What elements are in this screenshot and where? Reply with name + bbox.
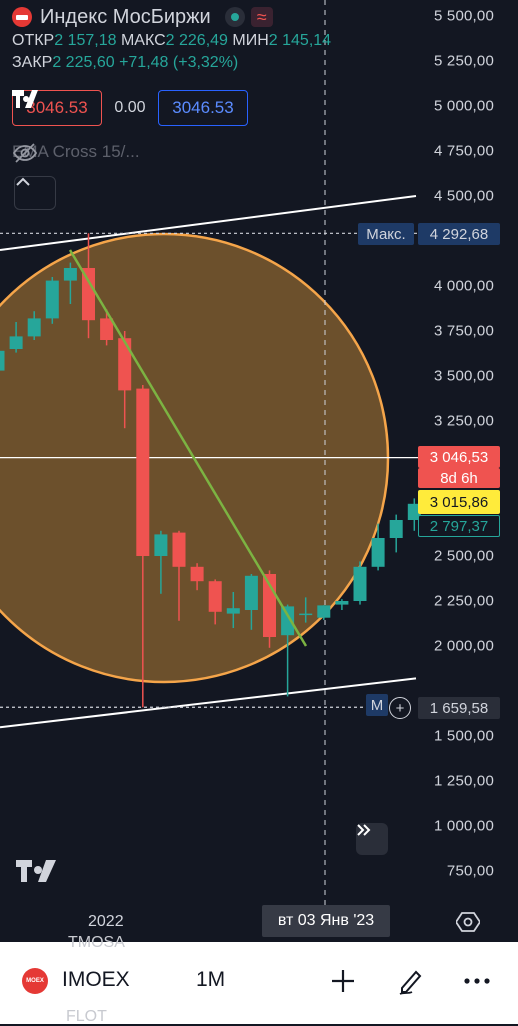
trade-panel: 3046.53 0.00 3046.53 (12, 90, 300, 126)
price-axis-tick: 5 250,00 (434, 52, 494, 70)
price-axis-tick: 4 750,00 (434, 142, 494, 160)
indicator-label[interactable]: EMA Cross 15/... (12, 142, 140, 161)
price-axis-tick: 1 500,00 (434, 727, 494, 745)
price-axis-tick: 5 500,00 (434, 7, 494, 25)
candle-body (27, 318, 41, 337)
candle-body (317, 605, 331, 618)
price-axis-tick: 1 000,00 (434, 817, 494, 835)
price-axis-tick: 2 500,00 (434, 547, 494, 565)
spread-value: 0.00 (114, 99, 146, 116)
channel-lower-line (0, 677, 417, 729)
candle-body (172, 532, 186, 567)
ghost-watchlist-item: FLOT (66, 1008, 107, 1025)
price-axis-tick: 3 500,00 (434, 367, 494, 385)
channel-upper-line (0, 195, 417, 251)
pencil-drawing-icon[interactable] (394, 964, 428, 998)
collapse-legend-button[interactable] (14, 176, 56, 210)
candle-body (353, 566, 367, 601)
scroll-to-realtime-button[interactable] (356, 823, 388, 855)
high-value: 2 226,49 (165, 32, 228, 49)
candle-body (407, 503, 421, 520)
moex-symbol-icon: MOEX (22, 968, 48, 994)
tradingview-logo-icon[interactable] (12, 90, 300, 126)
chevron-up-icon (16, 177, 30, 186)
candle-body (190, 566, 204, 582)
price-axis-tick: 2 250,00 (434, 592, 494, 610)
min-value-tag: 1 659,58 (418, 697, 500, 719)
price-axis-tick: 750,00 (446, 862, 494, 880)
trendline-drawing (68, 249, 308, 647)
add-alert-button[interactable]: + (389, 697, 411, 719)
candle-body (208, 581, 222, 612)
sell-button[interactable]: 3046.53 (12, 90, 102, 126)
price-axis-tick: 2 000,00 (434, 637, 494, 655)
low-key: МИН (232, 32, 269, 49)
price-axis-tick: 3 750,00 (434, 322, 494, 340)
price-axis-tick: 1 250,00 (434, 772, 494, 790)
low-value: 2 145,14 (268, 32, 332, 49)
ema2-value-tag: 2 797,37 (418, 515, 500, 537)
price-axis-tick: 4 000,00 (434, 277, 494, 295)
double-chevron-right-icon (357, 824, 371, 836)
max-label-tag: Макс. (358, 223, 414, 245)
price-axis-tick: 5 000,00 (434, 97, 494, 115)
candle-body (389, 520, 403, 538)
symbol-button[interactable]: IMOEX (62, 968, 130, 991)
candle-body (45, 280, 59, 319)
candle-body (335, 601, 349, 605)
close-value: 2 225,60 (52, 54, 115, 71)
open-value: 2 157,18 (54, 32, 117, 49)
price-axis-tick: 4 500,00 (434, 187, 494, 205)
current-price-tag: 3 046,53 (418, 446, 500, 468)
close-key: ЗАКР (12, 54, 53, 71)
candle-body (136, 388, 150, 556)
countdown-tag: 8d 6h (418, 468, 500, 488)
crosshair-date-tag: вт 03 Янв '23 (262, 905, 390, 937)
chart-canvas[interactable] (0, 0, 518, 942)
candle-body (244, 575, 258, 610)
ghost-watchlist-item: TMOSA (68, 934, 125, 951)
market-open-icon[interactable] (224, 7, 245, 27)
close-legend: ЗАКР2 225,60 +71,48 (+3,32%) (12, 52, 342, 74)
candle-body (100, 318, 114, 340)
candle-body (9, 336, 23, 349)
symbol-header: Индекс МосБиржи ≈ ОТКР2 157,18 МАКС2 226… (12, 4, 342, 74)
interval-button[interactable]: 1M (196, 968, 226, 991)
candle-body (82, 268, 95, 321)
change-value: +71,48 (+3,32%) (119, 54, 239, 71)
indicator-legend[interactable]: EMA Cross 15/... (12, 142, 168, 163)
candle-body (0, 350, 5, 371)
candle-body (118, 338, 132, 391)
year-label: 2022 (88, 913, 124, 930)
price-axis-tick: 3 250,00 (434, 412, 494, 430)
high-key: МАКС (120, 32, 166, 49)
candle-body (281, 606, 295, 636)
ohlc-legend: ОТКР2 157,18 МАКС2 226,49 МИН2 145,14 (12, 30, 342, 52)
ema-value-tag: 3 015,86 (418, 490, 500, 514)
data-delay-icon[interactable]: ≈ (250, 7, 273, 27)
candle-body (371, 538, 385, 567)
max-value-tag: 4 292,68 (418, 223, 500, 245)
candle-body (226, 608, 240, 614)
bottom-toolbar: TMOSA FLOT MOEX IMOEX 1M (0, 934, 518, 1025)
candle-body (299, 613, 313, 616)
min-label-tag: М (366, 694, 388, 716)
symbol-title[interactable]: Индекс МосБиржи (40, 5, 211, 28)
plus-icon[interactable] (326, 964, 360, 998)
candle-body (154, 534, 168, 556)
open-key: ОТКР (12, 32, 55, 49)
moex-flag-icon (12, 7, 32, 27)
candle-body (63, 268, 77, 281)
more-menu-icon[interactable] (460, 964, 494, 998)
chart-pane[interactable]: 5 500,00 5 250,00 5 000,00 4 750,00 4 500,00… (0, 0, 518, 942)
buy-button[interactable]: 3046.53 (158, 90, 248, 126)
time-axis[interactable]: 2022 вт 03 Янв '23 (0, 905, 518, 939)
